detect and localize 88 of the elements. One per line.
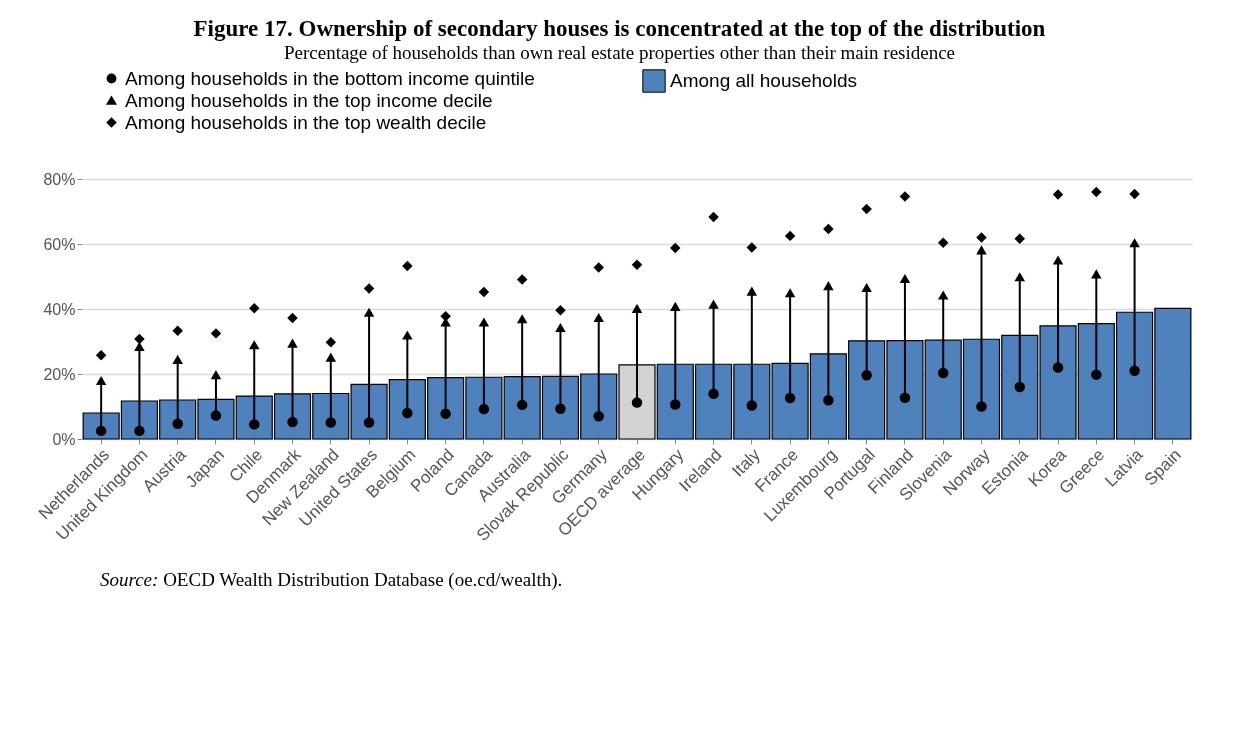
point	[593, 411, 604, 422]
point	[287, 338, 298, 348]
point	[363, 417, 375, 428]
point	[1091, 369, 1102, 380]
point	[363, 307, 375, 317]
point	[784, 392, 796, 404]
legend-label: Among households in the top wealth decile	[125, 111, 487, 133]
point	[516, 399, 528, 411]
point	[402, 407, 413, 419]
point	[899, 392, 911, 403]
point	[976, 232, 987, 243]
chart-title: Figure 17. Ownership of secondary houses is concentrated at the top of the distribution	[192, 16, 1047, 42]
point	[670, 301, 681, 311]
point	[249, 419, 260, 430]
point	[555, 305, 566, 316]
point	[1129, 188, 1140, 200]
point	[976, 245, 987, 255]
point	[516, 314, 528, 324]
point	[861, 203, 872, 215]
point	[478, 317, 490, 327]
point	[134, 425, 145, 437]
point	[210, 370, 222, 380]
point	[976, 401, 987, 412]
point	[1014, 272, 1025, 282]
point	[593, 262, 604, 273]
point	[899, 191, 911, 202]
point	[210, 328, 222, 339]
point	[134, 333, 145, 345]
point	[823, 223, 834, 235]
y-tick-label: 80%	[43, 170, 76, 188]
point	[670, 399, 681, 410]
point	[593, 312, 604, 322]
point	[631, 259, 643, 271]
point	[555, 403, 566, 415]
point	[631, 397, 643, 408]
point	[861, 283, 872, 293]
point	[670, 242, 681, 254]
point	[899, 273, 911, 283]
point	[555, 322, 566, 333]
point	[516, 274, 528, 285]
point	[937, 290, 949, 300]
point	[1014, 233, 1025, 245]
point	[746, 286, 758, 296]
point	[402, 260, 413, 272]
point	[861, 370, 872, 381]
point	[937, 237, 949, 248]
point	[325, 352, 337, 362]
point	[631, 303, 643, 313]
point	[172, 325, 183, 337]
legend-label: Among households in the top income decile	[125, 89, 493, 111]
point	[746, 242, 758, 253]
point	[95, 349, 107, 361]
point	[708, 211, 719, 223]
point	[287, 312, 298, 324]
point	[1129, 238, 1140, 248]
point	[325, 336, 337, 348]
point	[708, 388, 719, 400]
point	[937, 367, 949, 379]
legend-label: Among households in the bottom income quintile	[125, 67, 535, 89]
point	[440, 408, 451, 419]
point	[249, 303, 260, 314]
y-tick-label: 20%	[43, 365, 76, 383]
y-tick-label: 40%	[43, 300, 76, 318]
point	[1052, 189, 1064, 200]
point	[1052, 362, 1064, 373]
point	[249, 340, 260, 350]
point	[1129, 365, 1140, 376]
point	[1052, 255, 1064, 265]
point	[478, 286, 490, 298]
source-note: Source: OECD Wealth Distribution Database (oe.cd/wealth).	[100, 569, 564, 591]
point	[1091, 186, 1102, 198]
point	[708, 299, 719, 309]
point	[1091, 269, 1102, 279]
point	[172, 354, 183, 364]
legend-label: Among all households	[670, 70, 857, 91]
point	[823, 281, 834, 291]
chart-subtitle: Percentage of households than own real estate properties other than their main residence	[282, 42, 957, 64]
point	[784, 230, 796, 242]
y-tick-label: 60%	[43, 235, 76, 253]
point	[478, 403, 490, 415]
point	[95, 375, 107, 386]
y-tick-label: 0%	[52, 430, 76, 448]
point	[363, 283, 375, 294]
point	[402, 330, 413, 340]
point	[1014, 381, 1025, 393]
point	[823, 395, 834, 406]
point	[784, 288, 796, 298]
point	[746, 400, 758, 411]
